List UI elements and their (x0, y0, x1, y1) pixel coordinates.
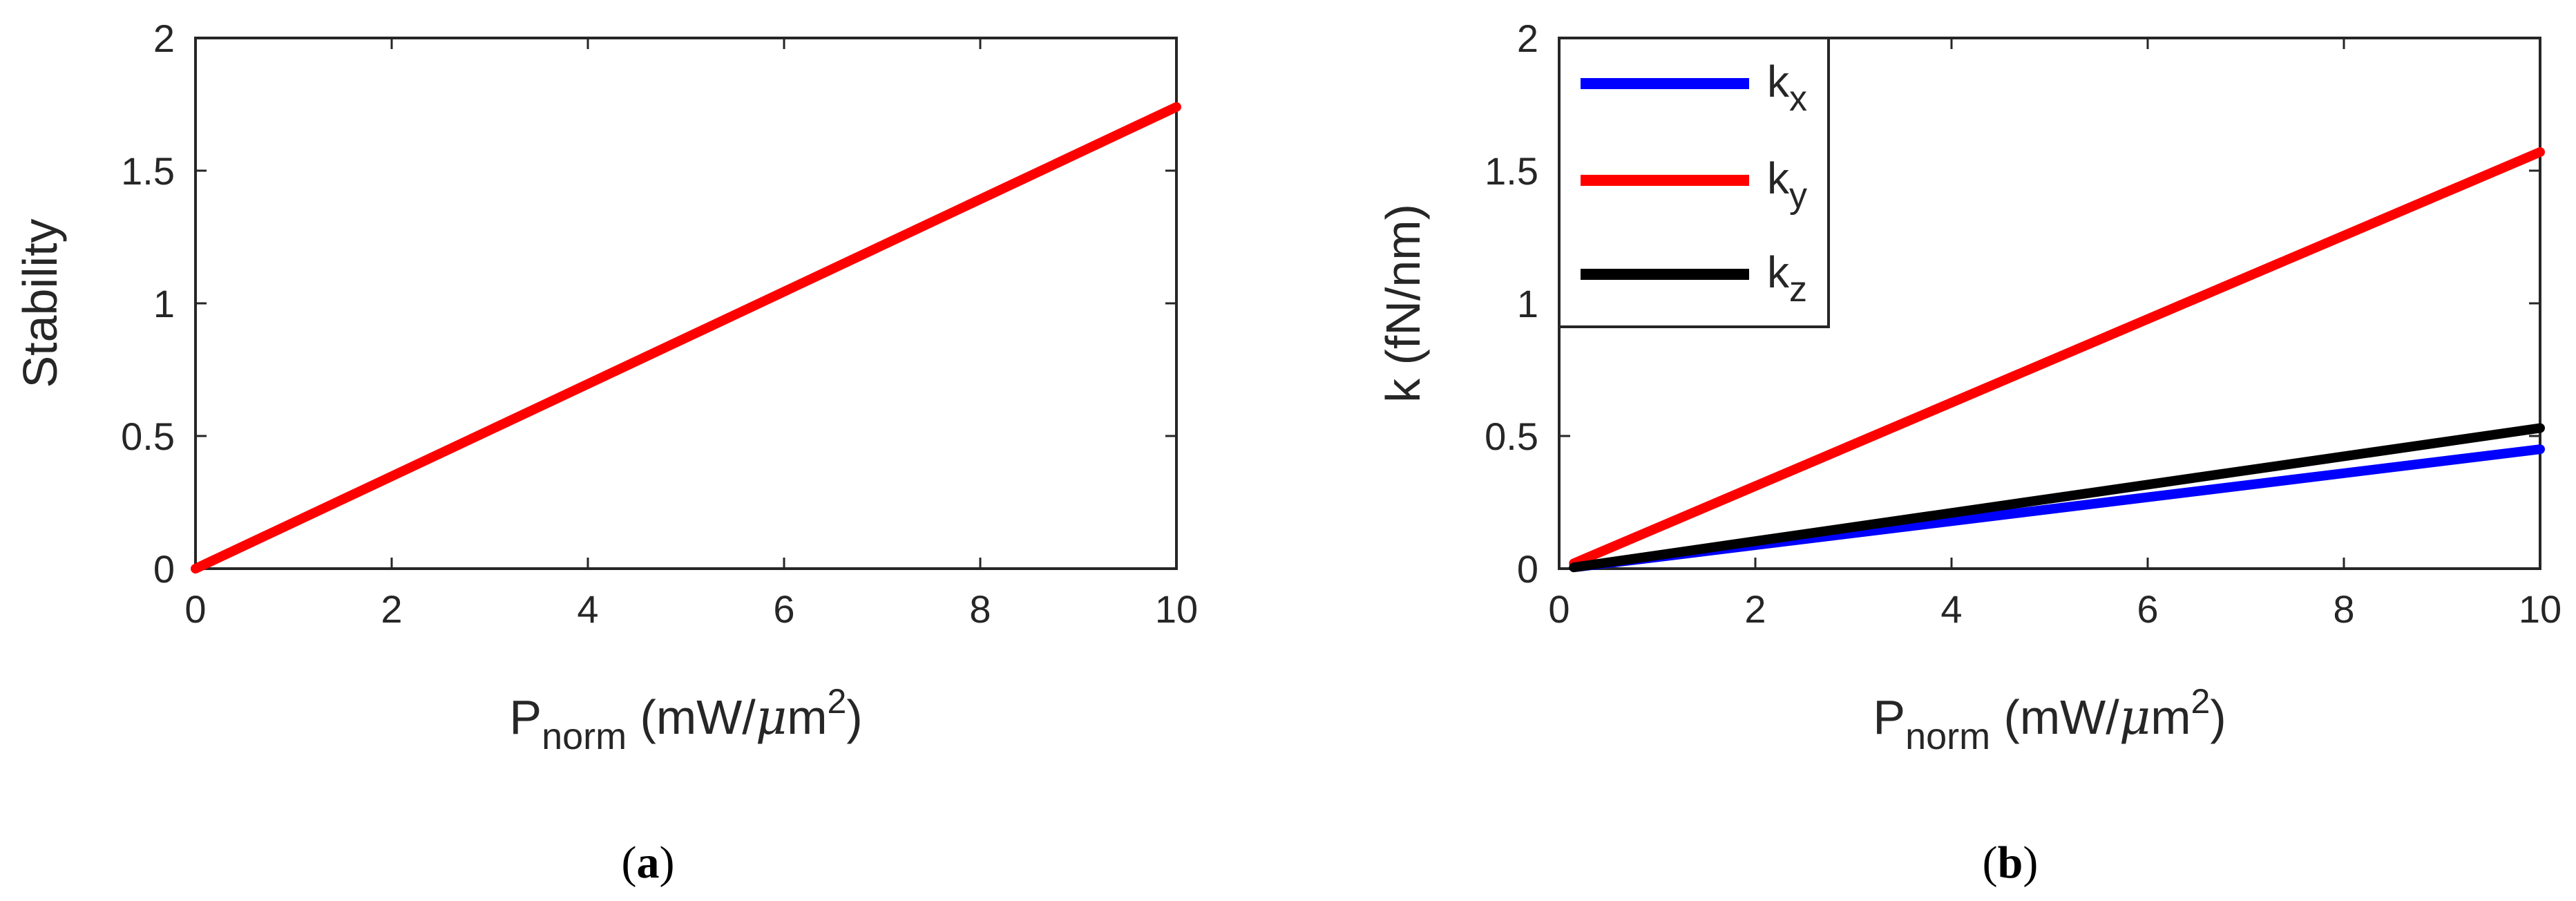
x-tick-label: 0 (184, 587, 206, 631)
panel-b-x-ticks: 0 2 4 6 8 10 (1548, 38, 2561, 631)
y-tick-label: 2 (153, 17, 175, 60)
panel-a: 0 2 4 6 8 10 0 0.5 1 1.5 2 Pnorm (mW/μm2) Stabili… (13, 17, 1198, 888)
y-tick-label: 2 (1517, 17, 1538, 60)
panel-b-series (1569, 147, 2545, 573)
series-line-stability (191, 102, 1181, 573)
y-tick-label: 1.5 (121, 149, 175, 193)
series-line-kz (1569, 423, 2545, 573)
x-tick-label: 4 (1940, 587, 1962, 631)
x-tick-label: 6 (773, 587, 794, 631)
legend-label-ky: ky (1767, 153, 1807, 216)
y-tick-label: 0 (1517, 547, 1538, 591)
panel-b-y-axis-label: k (fN/nm) (1376, 204, 1430, 403)
panel-a-plot-area (194, 37, 1178, 570)
legend-label-kz: kz (1767, 247, 1807, 310)
y-tick-label: 1 (1517, 282, 1538, 325)
x-tick-label: 2 (381, 587, 402, 631)
x-tick-label: 10 (2519, 587, 2561, 631)
panel-a-caption: (a) (622, 837, 675, 888)
y-tick-label: 0 (153, 547, 175, 591)
panel-b-x-axis-label: Pnorm (mW/μm2) (1873, 682, 2226, 757)
y-tick-label: 1.5 (1485, 149, 1538, 193)
y-tick-label: 0.5 (121, 415, 175, 458)
panel-a-x-ticks: 0 2 4 6 8 10 (184, 38, 1198, 631)
x-tick-label: 4 (577, 587, 598, 631)
panel-a-y-ticks: 0 0.5 1 1.5 2 (121, 17, 1176, 591)
panel-b: 0 2 4 6 8 10 0 0.5 1 1.5 2 kx ky kz Pnorm (mW/μm2… (1376, 17, 2561, 888)
legend-label-kx: kx (1767, 57, 1807, 119)
y-tick-label: 1 (153, 282, 175, 325)
y-tick-label: 0.5 (1485, 415, 1538, 458)
x-tick-label: 6 (2137, 587, 2158, 631)
panel-b-caption: (b) (1983, 837, 2039, 888)
series-line-ky (1569, 147, 2545, 569)
panel-a-x-axis-label: Pnorm (mW/μm2) (509, 682, 862, 757)
x-tick-label: 0 (1548, 587, 1570, 631)
x-tick-label: 8 (2333, 587, 2354, 631)
panel-b-legend: kx ky kz (1558, 37, 1830, 328)
x-tick-label: 2 (1744, 587, 1766, 631)
panel-b-y-ticks: 0 0.5 1 1.5 2 (1485, 17, 2540, 591)
panel-a-series (191, 102, 1181, 573)
x-tick-label: 10 (1155, 587, 1198, 631)
x-tick-label: 8 (969, 587, 991, 631)
panel-a-y-axis-label: Stability (13, 218, 67, 388)
